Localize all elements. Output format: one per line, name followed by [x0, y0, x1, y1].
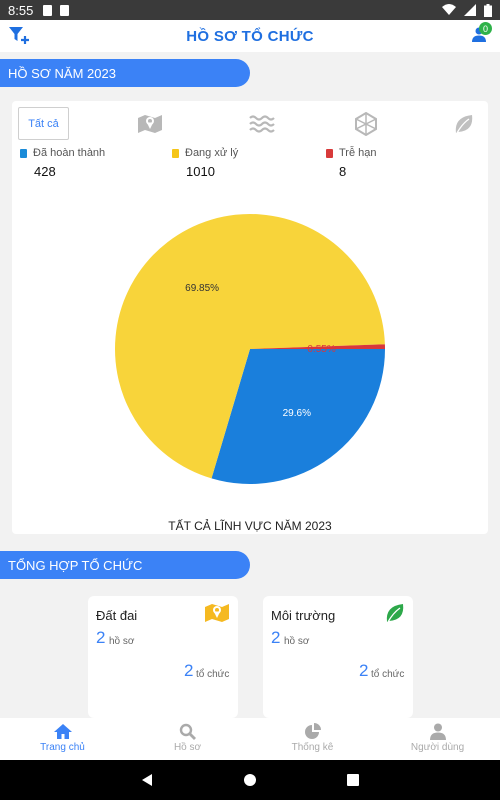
app-bar: HỒ SƠ TỔ CHỨC 0 — [0, 20, 500, 52]
org-count: 2 — [359, 661, 369, 680]
stat-processing-label: Đang xử lý — [185, 147, 239, 159]
tab-water[interactable] — [242, 107, 282, 140]
records-count: 2 — [96, 628, 106, 647]
status-bar: 8:55 — [0, 0, 500, 20]
stat-processing-value: 1010 — [186, 164, 215, 179]
pie-label-0: 29.6% — [283, 408, 311, 419]
nav-statistics-label: Thống kê — [291, 742, 334, 753]
home-icon — [53, 724, 72, 739]
tab-land[interactable] — [130, 107, 170, 140]
signal-icon — [464, 4, 476, 16]
pie-label-2: 0.55% — [307, 344, 335, 355]
nav-home-label: Trang chủ — [40, 742, 85, 753]
status-time: 8:55 — [8, 2, 34, 18]
stat-completed: Đã hoàn thành — [20, 147, 105, 159]
map-icon — [204, 602, 230, 629]
nav-records-label: Hồ sơ — [173, 742, 202, 753]
org-count: 2 — [184, 661, 194, 680]
user-badge: 0 — [479, 22, 492, 35]
filter-add-icon[interactable] — [8, 25, 30, 50]
system-navigation-bar — [0, 760, 500, 800]
sd-card-icon — [43, 4, 53, 16]
tab-minerals[interactable] — [346, 107, 386, 140]
leaf-icon — [455, 114, 473, 133]
home-circle-icon[interactable] — [243, 773, 257, 787]
tab-environment[interactable] — [446, 107, 482, 140]
battery-icon — [484, 3, 492, 17]
records-chart-card: Tất cả Đã hoàn thành 428 Đang xử lý 1010… — [12, 101, 488, 534]
stat-overdue-value: 8 — [339, 164, 347, 179]
org-card-name: Đất đai — [96, 608, 138, 623]
pie-chart-icon — [304, 723, 321, 739]
tab-all[interactable]: Tất cả — [18, 107, 69, 140]
page-title: HỒ SƠ TỔ CHỨC — [186, 27, 314, 45]
back-icon[interactable] — [141, 773, 153, 787]
notification-icon — [60, 4, 70, 16]
overdue-icon — [326, 148, 333, 158]
search-icon — [179, 723, 196, 740]
nav-users-label: Người dùng — [410, 742, 465, 753]
leaf-icon — [385, 602, 405, 629]
records-unit: hồ sơ — [109, 636, 135, 647]
org-unit: tổ chức — [196, 669, 230, 680]
org-card-name: Môi trường — [271, 608, 336, 623]
water-waves-icon — [249, 114, 275, 133]
filter-tabs: Tất cả — [18, 107, 482, 141]
pie-slice-0[interactable] — [211, 349, 385, 484]
map-icon — [138, 114, 162, 133]
org-card-environment[interactable]: Môi trường 2 hồ sơ 2 tổ chức — [263, 596, 413, 718]
bottom-navigation: Trang chủ Hồ sơ Thống kê Người dùng — [0, 718, 500, 760]
records-count: 2 — [271, 628, 281, 647]
completed-icon — [20, 148, 27, 158]
org-unit: tổ chức — [371, 669, 405, 680]
section-header-org-summary: TỔNG HỢP TỔ CHỨC — [0, 551, 250, 579]
wifi-icon — [442, 4, 456, 15]
pie-label-1: 69.85% — [185, 283, 219, 294]
pie-slice-2[interactable] — [250, 344, 385, 349]
mineral-icon — [355, 111, 377, 136]
stat-processing: Đang xử lý — [172, 147, 238, 159]
chart-title: TẤT CẢ LĨNH VỰC NĂM 2023 — [168, 519, 332, 533]
org-card-land[interactable]: Đất đai 2 hồ sơ 2 tổ chức — [88, 596, 238, 718]
pie-chart: 29.6% 69.85% 0.55% — [114, 214, 385, 484]
nav-users[interactable]: Người dùng — [375, 718, 500, 760]
nav-statistics[interactable]: Thống kê — [250, 718, 375, 760]
section-header-records-2023: HỒ SƠ NĂM 2023 — [0, 59, 250, 87]
stat-completed-label: Đã hoàn thành — [33, 147, 106, 159]
pie-slice-1[interactable] — [114, 214, 385, 479]
records-unit: hồ sơ — [284, 636, 310, 647]
nav-records[interactable]: Hồ sơ — [125, 718, 250, 760]
stat-overdue: Trễ hạn — [326, 147, 377, 159]
user-icon — [429, 723, 446, 740]
nav-home[interactable]: Trang chủ — [0, 718, 125, 760]
processing-icon — [172, 148, 179, 158]
stat-completed-value: 428 — [34, 164, 56, 179]
stat-overdue-label: Trễ hạn — [339, 147, 377, 159]
recents-icon[interactable] — [347, 774, 359, 786]
